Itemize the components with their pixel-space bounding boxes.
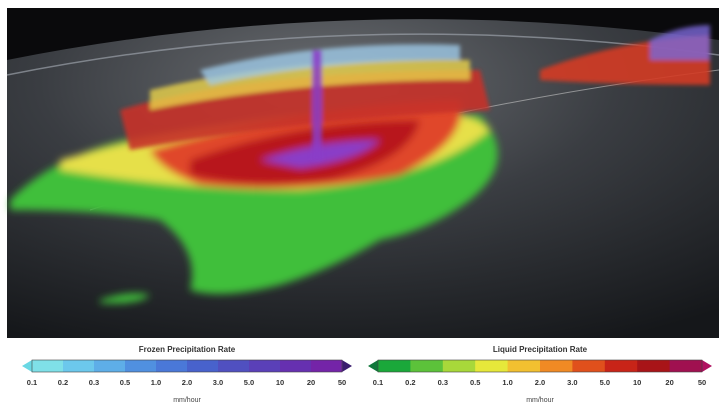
tick-label: 0.3 [438, 378, 448, 387]
colorbar-segment [94, 360, 126, 372]
legend-title: Frozen Precipitation Rate [139, 345, 236, 354]
colorbar-segment [443, 360, 476, 372]
colorbar-end [702, 360, 712, 372]
tick-label: 20 [665, 378, 673, 387]
tick-label: 0.5 [120, 378, 130, 387]
tick-label: 0.1 [27, 378, 37, 387]
colorbar-segment [32, 360, 64, 372]
colorbar-end [368, 360, 378, 372]
colorbar-segment [125, 360, 157, 372]
legend-title: Liquid Precipitation Rate [493, 345, 588, 354]
tick-label: 2.0 [182, 378, 192, 387]
colorbar-segment [249, 360, 281, 372]
page: Frozen Precipitation Rate 0.1 0.2 0.3 0.5 1.0… [0, 0, 719, 404]
colorbar-segment [572, 360, 605, 372]
colorbar-end [342, 360, 352, 372]
tick-label: 0.3 [89, 378, 99, 387]
legends: Frozen Precipitation Rate 0.1 0.2 0.3 0.5 1.0… [22, 345, 712, 404]
colorbar-segment [311, 360, 343, 372]
tick-label: 0.5 [470, 378, 480, 387]
tick-label: 0.1 [373, 378, 383, 387]
colorbar-segment [540, 360, 573, 372]
tick-label: 50 [338, 378, 346, 387]
tick-label: 2.0 [535, 378, 545, 387]
colorbar-segment [605, 360, 638, 372]
tick-label: 1.0 [151, 378, 161, 387]
colorbar-segment [410, 360, 443, 372]
colorbar-segment [187, 360, 219, 372]
colorbar-end [22, 360, 32, 372]
colorbar-segment [280, 360, 312, 372]
tick-label: 10 [633, 378, 641, 387]
tick-label: 3.0 [567, 378, 577, 387]
tick-label: 3.0 [213, 378, 223, 387]
tick-label: 20 [307, 378, 315, 387]
colorbar-segment [475, 360, 508, 372]
unit-label: mm/hour [173, 397, 201, 404]
colorbar-segment [508, 360, 541, 372]
tick-label: 50 [698, 378, 706, 387]
unit-label: mm/hour [526, 397, 554, 404]
tick-label: 5.0 [244, 378, 254, 387]
visualization: Frozen Precipitation Rate 0.1 0.2 0.3 0.5 1.0… [0, 0, 719, 404]
colorbar-segment [637, 360, 670, 372]
colorbar-segment [218, 360, 250, 372]
colorbar-segment [670, 360, 703, 372]
colorbar-segment [63, 360, 95, 372]
colorbar-segment [378, 360, 411, 372]
tick-label: 1.0 [502, 378, 512, 387]
tick-label: 10 [276, 378, 284, 387]
tick-label: 0.2 [405, 378, 415, 387]
colorbar-segment [156, 360, 188, 372]
tick-label: 0.2 [58, 378, 68, 387]
tick-label: 5.0 [600, 378, 610, 387]
